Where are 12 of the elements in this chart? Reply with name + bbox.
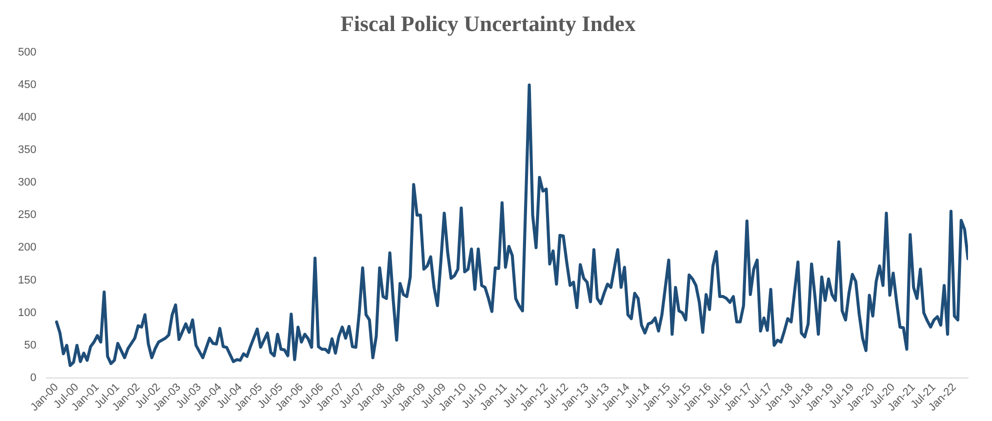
y-tick-label: 400 <box>18 112 36 124</box>
y-tick-label: 350 <box>18 144 36 156</box>
y-tick-label: 150 <box>18 274 36 286</box>
y-tick-label: 50 <box>24 339 36 352</box>
chart-title: Fiscal Policy Uncertainty Index <box>340 10 636 36</box>
y-tick-label: 500 <box>18 46 36 58</box>
y-tick-label: 0 <box>30 372 36 384</box>
y-tick-label: 200 <box>18 242 36 254</box>
y-tick-label: 100 <box>18 306 36 319</box>
y-tick-label: 300 <box>18 176 36 189</box>
y-tick-label: 250 <box>18 209 36 222</box>
y-tick-label: 450 <box>18 78 36 91</box>
